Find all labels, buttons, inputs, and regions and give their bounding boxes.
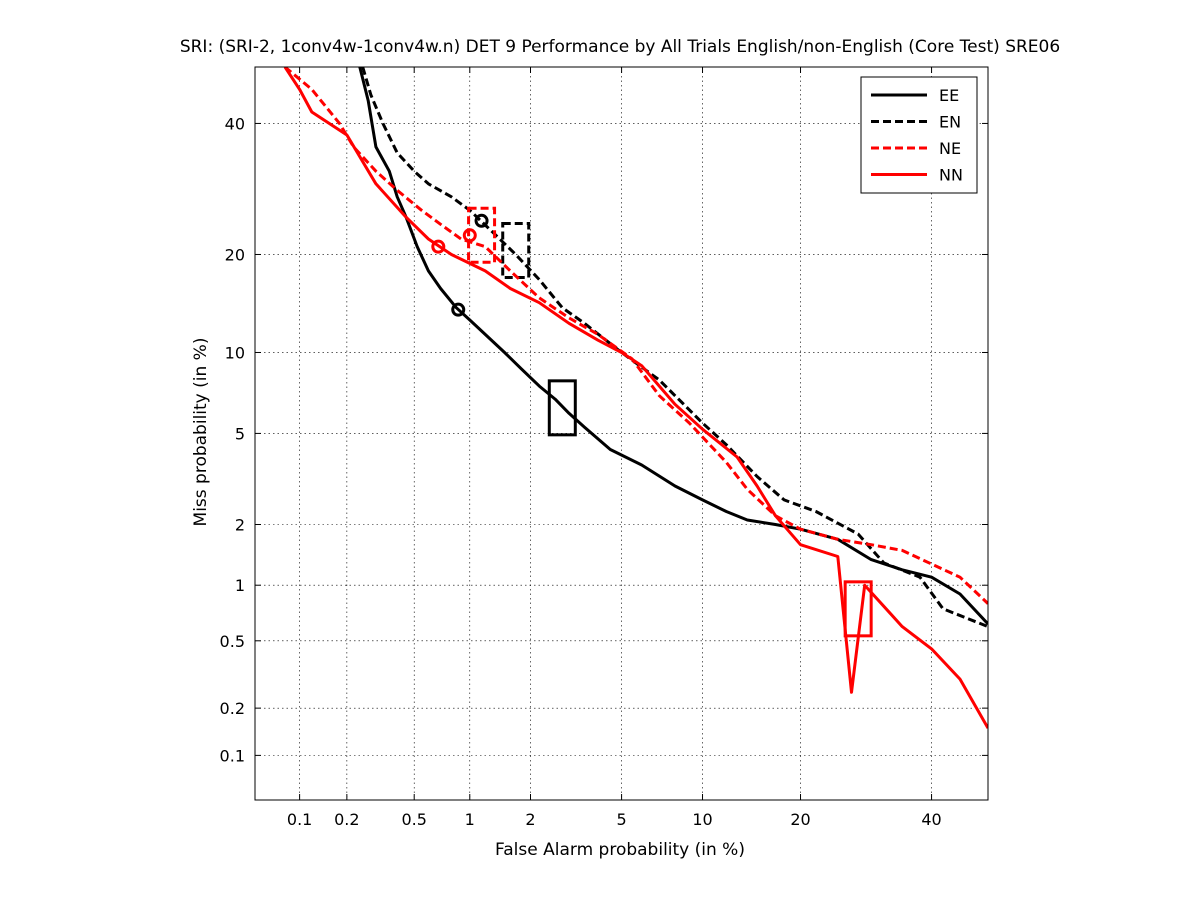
y-tick-label: 2 [235, 515, 245, 534]
act-dcf-marker-ee [547, 379, 577, 437]
y-tick-label: 20 [225, 245, 245, 264]
series-line-ne [284, 67, 988, 605]
x-tick-label: 0.2 [334, 810, 359, 829]
legend: EE EN NE NN [860, 76, 978, 194]
axis-ticks: 0.1 0.2 0.5 1 2 5 10 20 40 0.1 0.2 0.5 1 2 5 10 20 40 [220, 67, 988, 829]
y-tick-label: 0.2 [220, 699, 245, 718]
chart-title: SRI: (SRI-2, 1conv4w-1conv4w.n) DET 9 Pe… [180, 37, 1060, 57]
x-tick-label: 2 [525, 810, 535, 829]
y-tick-label: 1 [235, 576, 245, 595]
y-tick-label: 40 [225, 114, 245, 133]
grid [255, 67, 988, 800]
legend-label-nn: NN [939, 166, 963, 185]
min-dcf-marker-nn [431, 239, 446, 254]
x-tick-label: 20 [790, 810, 810, 829]
x-tick-label: 10 [692, 810, 712, 829]
legend-label-ne: NE [939, 139, 961, 158]
plot-series [283, 67, 988, 729]
x-tick-label: 0.1 [287, 810, 312, 829]
series-line-en [361, 67, 988, 628]
legend-label-en: EN [939, 113, 961, 132]
y-tick-label: 0.5 [220, 632, 245, 651]
min-dcf-marker-ee [451, 302, 466, 317]
y-axis-label: Miss probability (in %) [191, 338, 211, 527]
series-line-nn [283, 67, 988, 729]
act-dcf-marker-en [501, 222, 531, 280]
x-tick-label: 5 [616, 810, 626, 829]
y-tick-label: 5 [235, 424, 245, 443]
min-dcf-marker-en [474, 213, 489, 228]
y-tick-label: 10 [225, 343, 245, 362]
legend-label-ee: EE [939, 86, 959, 105]
x-tick-label: 0.5 [401, 810, 426, 829]
act-dcf-marker-nn [843, 580, 873, 638]
x-tick-label: 40 [921, 810, 941, 829]
y-tick-label: 0.1 [220, 746, 245, 765]
x-tick-label: 1 [465, 810, 475, 829]
act-dcf-marker-ne [467, 206, 497, 264]
x-axis-label: False Alarm probability (in %) [495, 840, 745, 860]
